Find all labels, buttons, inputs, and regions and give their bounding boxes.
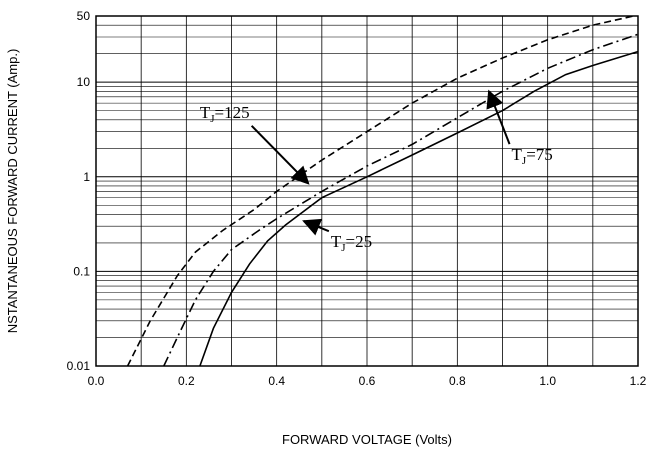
- y-tick-label: 0.1: [73, 264, 90, 278]
- curve-annotation-arrow: [302, 218, 330, 236]
- x-tick-label: 1.2: [630, 374, 647, 388]
- x-tick-label: 0.8: [449, 374, 466, 388]
- y-tick-label: 10: [77, 75, 91, 89]
- x-tick-labels: 0.0 0.2 0.4 0.6 0.8 1.0 1.2: [88, 374, 647, 388]
- series-line-dashed: [126, 15, 634, 367]
- x-tick-label: 0.4: [268, 374, 285, 388]
- curve-annotation-arrow: [486, 89, 511, 145]
- x-tick-label: 0.2: [178, 374, 195, 388]
- x-tick-label: 1.0: [539, 374, 556, 388]
- curve-annotations: TJ=125 TJ=75 TJ=25: [200, 89, 553, 254]
- plot-frame: [95, 15, 639, 367]
- y-tick-label: 50: [77, 9, 91, 23]
- curve-annotation-label: TJ=125: [200, 103, 250, 125]
- y-tick-label: 0.01: [67, 359, 91, 373]
- y-tick-labels: 0.01 0.1 1 10 50: [67, 9, 91, 373]
- series-line-dash-dot: [163, 33, 639, 367]
- x-tick-label: 0.0: [88, 374, 105, 388]
- series-lines: [126, 15, 639, 367]
- grid-lines: [96, 16, 638, 366]
- x-axis-title: FORWARD VOLTAGE (Volts): [282, 432, 452, 447]
- curve-annotation-arrow: [250, 125, 310, 185]
- series-line-solid: [199, 50, 639, 367]
- y-axis-title: NSTANTANEOUS FORWARD CURRENT (Amp.): [5, 49, 20, 334]
- x-tick-label: 0.6: [359, 374, 376, 388]
- curve-annotation-label: TJ=75: [512, 145, 553, 167]
- curve-annotation-label: TJ=25: [331, 232, 372, 254]
- y-tick-label: 1: [83, 170, 90, 184]
